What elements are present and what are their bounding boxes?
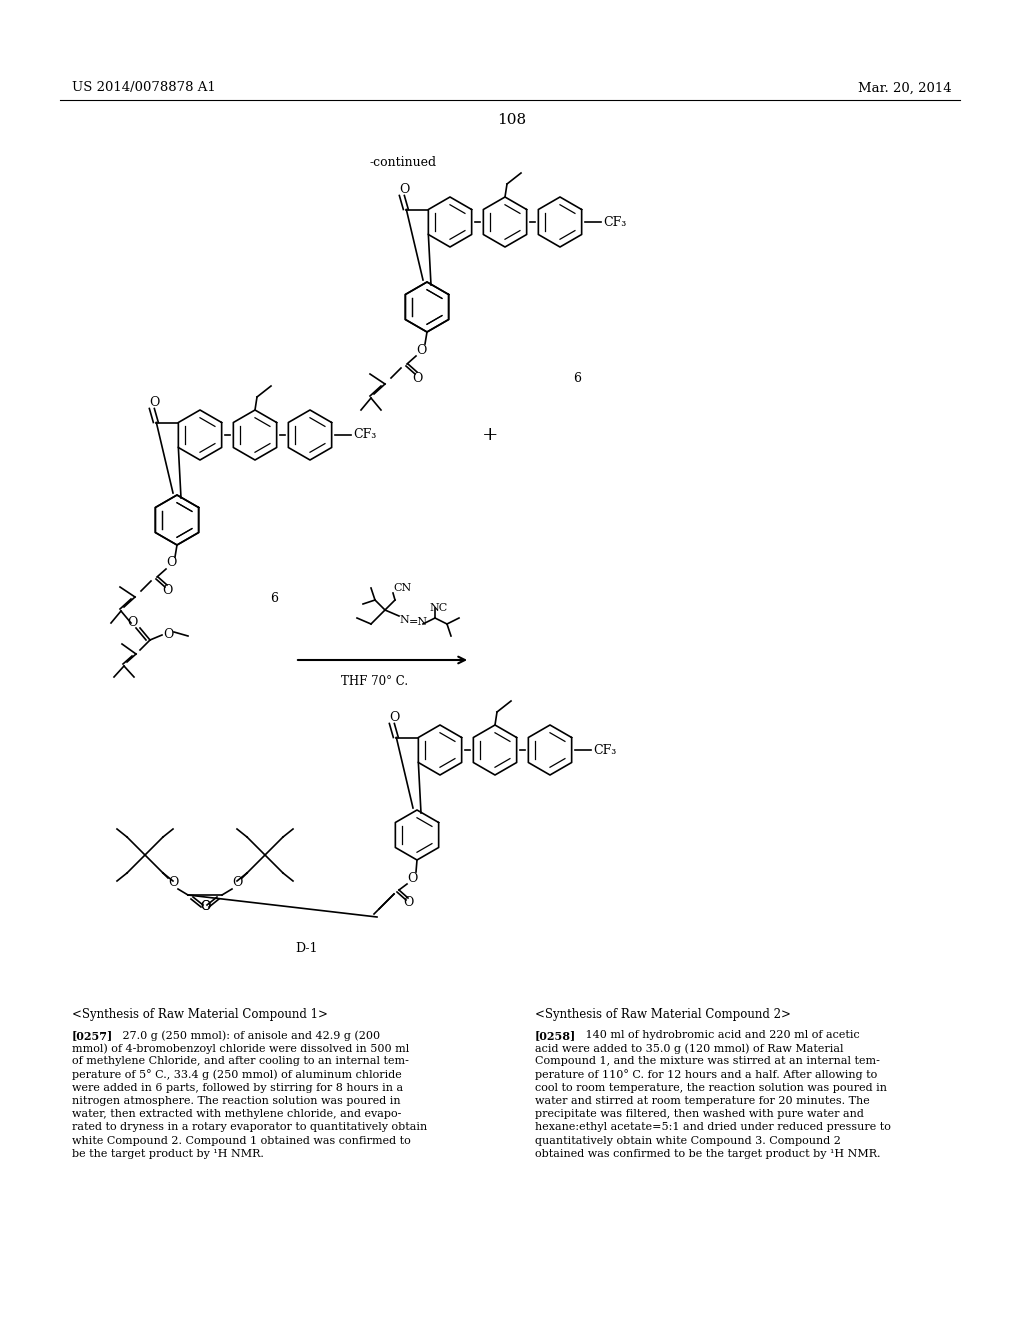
- Text: CF₃: CF₃: [603, 215, 627, 228]
- Text: O: O: [163, 627, 173, 640]
- Text: O: O: [150, 396, 160, 409]
- Text: water and stirred at room temperature for 20 minutes. The: water and stirred at room temperature fo…: [535, 1096, 869, 1106]
- Text: O: O: [127, 615, 137, 628]
- Text: CF₃: CF₃: [353, 429, 376, 441]
- Text: O: O: [412, 371, 422, 384]
- Text: 140 ml of hydrobromic acid and 220 ml of acetic: 140 ml of hydrobromic acid and 220 ml of…: [575, 1030, 860, 1040]
- Text: US 2014/0078878 A1: US 2014/0078878 A1: [72, 82, 216, 95]
- Text: O: O: [399, 183, 410, 195]
- Text: O: O: [200, 900, 210, 913]
- Text: +: +: [481, 426, 499, 444]
- Text: of methylene Chloride, and after cooling to an internal tem-: of methylene Chloride, and after cooling…: [72, 1056, 409, 1067]
- Text: CF₃: CF₃: [593, 743, 616, 756]
- Text: hexane:ethyl acetate=5:1 and dried under reduced pressure to: hexane:ethyl acetate=5:1 and dried under…: [535, 1122, 891, 1133]
- Text: perature of 5° C., 33.4 g (250 mmol) of aluminum chloride: perature of 5° C., 33.4 g (250 mmol) of …: [72, 1069, 401, 1081]
- Text: be the target product by ¹H NMR.: be the target product by ¹H NMR.: [72, 1148, 264, 1159]
- Text: Compound 1, and the mixture was stirred at an internal tem-: Compound 1, and the mixture was stirred …: [535, 1056, 880, 1067]
- Text: NC: NC: [429, 603, 447, 612]
- Text: obtained was confirmed to be the target product by ¹H NMR.: obtained was confirmed to be the target …: [535, 1148, 881, 1159]
- Text: [0257]: [0257]: [72, 1030, 114, 1041]
- Text: [0258]: [0258]: [535, 1030, 577, 1041]
- Text: quantitatively obtain white Compound 3. Compound 2: quantitatively obtain white Compound 3. …: [535, 1135, 841, 1146]
- Text: N: N: [399, 615, 409, 624]
- Text: rated to dryness in a rotary evaporator to quantitatively obtain: rated to dryness in a rotary evaporator …: [72, 1122, 427, 1133]
- Text: CN: CN: [393, 583, 412, 593]
- Text: O: O: [166, 557, 176, 569]
- Text: O: O: [168, 876, 178, 890]
- Text: O: O: [416, 343, 426, 356]
- Text: Mar. 20, 2014: Mar. 20, 2014: [858, 82, 952, 95]
- Text: THF 70° C.: THF 70° C.: [341, 675, 409, 688]
- Text: mmol) of 4-bromobenzoyl chloride were dissolved in 500 ml: mmol) of 4-bromobenzoyl chloride were di…: [72, 1043, 410, 1053]
- Text: O: O: [200, 900, 210, 913]
- Text: <Synthesis of Raw Material Compound 1>: <Synthesis of Raw Material Compound 1>: [72, 1008, 328, 1020]
- Text: O: O: [162, 585, 172, 598]
- Text: =N: =N: [409, 616, 428, 627]
- Text: were added in 6 parts, followed by stirring for 8 hours in a: were added in 6 parts, followed by stirr…: [72, 1082, 403, 1093]
- Text: precipitate was filtered, then washed with pure water and: precipitate was filtered, then washed wi…: [535, 1109, 864, 1119]
- Text: perature of 110° C. for 12 hours and a half. After allowing to: perature of 110° C. for 12 hours and a h…: [535, 1069, 878, 1081]
- Text: 108: 108: [498, 114, 526, 127]
- Text: O: O: [407, 871, 417, 884]
- Text: nitrogen atmosphere. The reaction solution was poured in: nitrogen atmosphere. The reaction soluti…: [72, 1096, 400, 1106]
- Text: water, then extracted with methylene chloride, and evapo-: water, then extracted with methylene chl…: [72, 1109, 401, 1119]
- Text: O: O: [402, 895, 414, 908]
- Text: D-1: D-1: [295, 941, 317, 954]
- Text: 6: 6: [573, 371, 581, 384]
- Text: O: O: [231, 876, 243, 890]
- Text: -continued: -continued: [370, 156, 437, 169]
- Text: white Compound 2. Compound 1 obtained was confirmed to: white Compound 2. Compound 1 obtained wa…: [72, 1135, 411, 1146]
- Text: 27.0 g (250 mmol): of anisole and 42.9 g (200: 27.0 g (250 mmol): of anisole and 42.9 g…: [112, 1030, 380, 1040]
- Text: 6: 6: [270, 591, 278, 605]
- Text: O: O: [389, 711, 399, 723]
- Text: <Synthesis of Raw Material Compound 2>: <Synthesis of Raw Material Compound 2>: [535, 1008, 791, 1020]
- Text: cool to room temperature, the reaction solution was poured in: cool to room temperature, the reaction s…: [535, 1082, 887, 1093]
- Text: acid were added to 35.0 g (120 mmol) of Raw Material: acid were added to 35.0 g (120 mmol) of …: [535, 1043, 844, 1053]
